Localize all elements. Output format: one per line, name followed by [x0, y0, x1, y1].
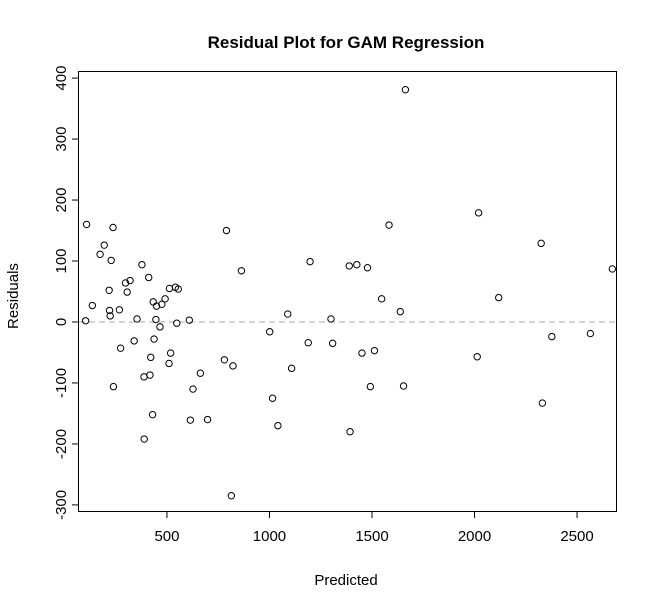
chart-title: Residual Plot for GAM Regression: [208, 33, 485, 52]
data-point: [237, 267, 246, 275]
data-points: [81, 85, 617, 500]
data-point: [126, 276, 134, 285]
data-point: [82, 220, 91, 229]
data-point: [473, 353, 481, 361]
x-tick-label: 1500: [355, 528, 388, 545]
y-tick-label: 200: [53, 188, 70, 213]
data-point: [222, 226, 231, 235]
data-point: [146, 371, 154, 379]
data-point: [370, 346, 379, 355]
data-point: [377, 295, 386, 303]
data-point: [116, 344, 125, 352]
data-point: [196, 369, 205, 377]
data-point: [538, 399, 547, 407]
data-point: [227, 492, 236, 500]
x-tick-label: 2500: [560, 528, 593, 545]
data-point: [166, 349, 175, 357]
data-point: [306, 257, 314, 266]
data-point: [152, 302, 161, 310]
data-point: [140, 373, 148, 381]
y-axis: -300 -200 -100 0 100 200 300 400: [53, 66, 79, 520]
data-point: [133, 315, 141, 323]
data-point: [130, 337, 138, 345]
y-axis-label: Residuals: [5, 263, 22, 329]
plot-frame: [78, 71, 617, 512]
data-point: [608, 265, 617, 273]
data-point: [548, 332, 556, 341]
data-point: [158, 300, 166, 309]
data-point: [220, 356, 229, 364]
data-point: [148, 410, 157, 419]
data-point: [353, 260, 361, 269]
data-point: [396, 307, 404, 316]
data-point: [109, 223, 117, 232]
data-point: [107, 256, 115, 265]
data-point: [149, 298, 157, 306]
x-tick-label: 1000: [253, 528, 286, 545]
data-point: [138, 260, 146, 269]
data-point: [106, 312, 114, 320]
data-point: [401, 85, 410, 94]
data-point: [346, 428, 354, 436]
data-point: [173, 319, 181, 327]
data-point: [115, 306, 124, 314]
data-point: [366, 382, 375, 391]
data-point: [189, 385, 197, 393]
data-point: [399, 382, 408, 390]
data-point: [81, 317, 90, 325]
x-axis: 500 1000 1500 2000 2500: [154, 511, 594, 545]
data-point: [268, 394, 277, 402]
y-tick-label: 100: [53, 248, 70, 273]
data-point: [105, 306, 114, 315]
data-point: [586, 329, 595, 338]
x-axis-label: Predicted: [314, 572, 377, 589]
x-tick-label: 2000: [458, 528, 491, 545]
x-tick-label: 500: [154, 528, 179, 545]
data-point: [152, 315, 160, 324]
y-tick-label: -100: [53, 368, 70, 398]
data-point: [328, 339, 337, 348]
data-point: [385, 221, 393, 229]
data-point: [229, 362, 237, 370]
data-point: [287, 364, 296, 373]
data-point: [265, 328, 274, 336]
data-point: [327, 315, 335, 323]
y-tick-label: 400: [53, 66, 70, 91]
data-point: [165, 359, 173, 368]
data-point: [474, 209, 483, 217]
data-point: [495, 293, 503, 302]
data-point: [156, 323, 164, 331]
data-point: [363, 264, 372, 272]
y-tick-label: -200: [53, 429, 70, 459]
data-point: [147, 353, 155, 362]
data-point: [274, 421, 282, 430]
data-point: [88, 301, 97, 310]
data-point: [161, 295, 169, 303]
data-point: [109, 382, 118, 391]
data-point: [284, 310, 292, 318]
data-point: [185, 316, 194, 324]
y-tick-label: -300: [53, 490, 70, 520]
data-point: [345, 262, 353, 270]
data-point: [105, 286, 113, 294]
data-point: [150, 335, 158, 343]
data-point: [537, 239, 545, 248]
data-point: [121, 279, 130, 287]
data-point: [123, 288, 131, 296]
data-point: [165, 284, 174, 293]
data-point: [304, 339, 312, 347]
y-tick-label: 300: [53, 127, 70, 152]
data-point: [174, 285, 182, 293]
data-point: [96, 250, 104, 259]
y-tick-label: 0: [53, 318, 70, 326]
data-point: [186, 416, 195, 424]
data-point: [203, 415, 212, 424]
data-point: [145, 273, 153, 282]
data-point: [358, 349, 366, 357]
data-point: [100, 241, 108, 249]
data-point: [140, 435, 148, 443]
